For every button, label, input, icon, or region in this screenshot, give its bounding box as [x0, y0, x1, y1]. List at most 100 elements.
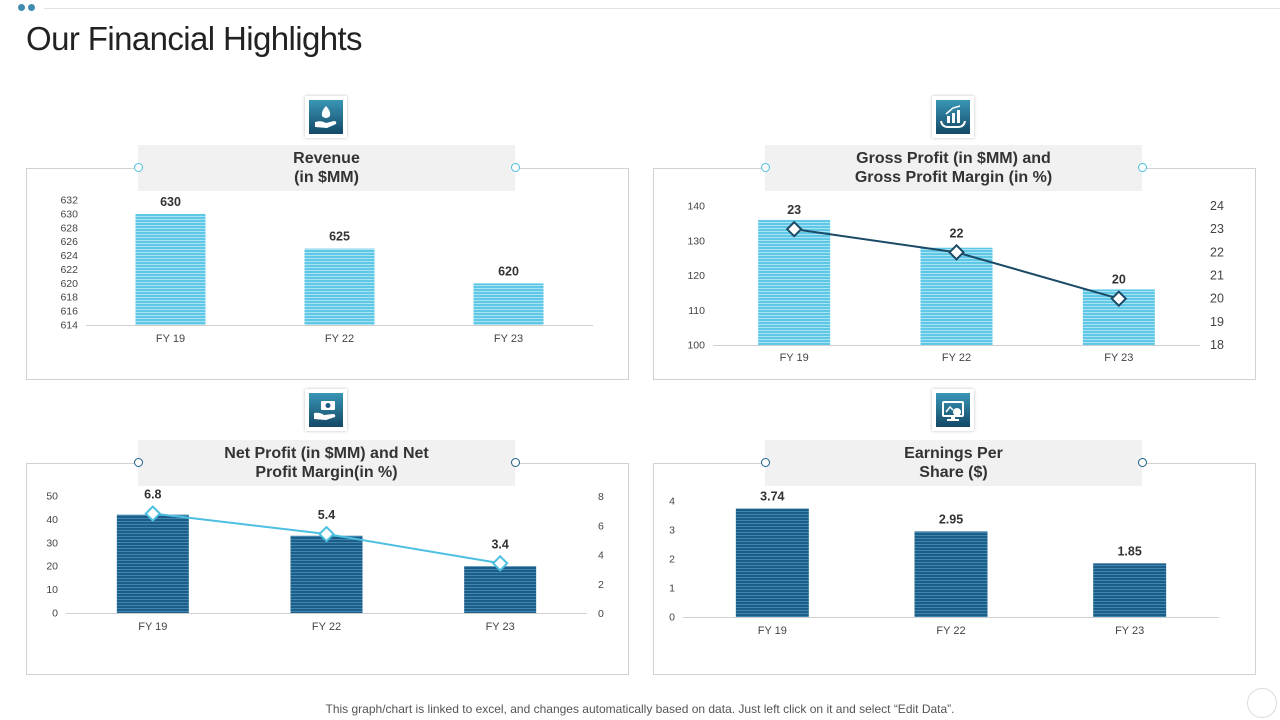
data-label: 3.4 — [491, 537, 508, 551]
y-tick-label: 620 — [60, 278, 78, 290]
gross-profit-icon-box — [932, 96, 974, 138]
gross-profit-header-left-knob — [761, 163, 770, 172]
margin-marker — [491, 554, 509, 572]
y2-tick-label: 2 — [598, 579, 604, 591]
y2-tick-label: 21 — [1210, 269, 1224, 283]
net-profit-header-left-knob — [134, 458, 143, 467]
y-tick-label: 0 — [669, 612, 675, 624]
data-label: 625 — [329, 230, 350, 244]
eps-icon-box — [932, 389, 974, 431]
gross-profit-chart: 100 110 120 130 140 FY 19 FY 22 FY 23 18 19 20 21 22… — [687, 199, 1224, 364]
net-profit-chart: 0 10 20 30 40 50 FY 19 FY 22 FY 23 0 2 4 6 8 6.8 5.4 3.4 — [46, 488, 604, 633]
y-tick-label: 3 — [669, 525, 675, 537]
y-tick-label: 626 — [60, 236, 78, 248]
y-tick-label: 10 — [46, 584, 58, 596]
margin-marker — [318, 525, 335, 543]
eps-header-line-1: Earnings Per — [904, 445, 1003, 462]
y-tick-label: 4 — [669, 496, 675, 508]
y-tick-label: 110 — [688, 305, 705, 317]
cash-hand-icon — [314, 401, 336, 420]
net-profit-header-line-2: Profit Margin(in %) — [255, 464, 398, 481]
y-tick-label: 622 — [60, 264, 78, 276]
y2-tick-label: 22 — [1210, 245, 1224, 259]
y-tick-label: 120 — [687, 270, 705, 282]
data-label: 23 — [787, 203, 801, 217]
y-tick-label: 624 — [60, 250, 78, 262]
gross-profit-header-right-knob — [1138, 163, 1147, 172]
bar-fy-19 — [135, 213, 206, 325]
bar-fy-22 — [304, 248, 375, 325]
y-tick-label: 0 — [52, 608, 58, 620]
data-label: 6.8 — [144, 488, 161, 502]
revenue-header-line-1: Revenue — [293, 150, 360, 167]
net-profit-icon-box — [305, 389, 347, 431]
y2-tick-label: 6 — [598, 520, 604, 532]
revenue-header-right-knob — [511, 163, 520, 172]
bar-fy-19 — [758, 219, 831, 345]
bar-fy-22 — [290, 535, 363, 613]
gross-profit-header-line-1: Gross Profit (in $MM) and — [856, 150, 1051, 167]
y-tick-label: 630 — [60, 208, 78, 220]
margin-marker — [785, 220, 803, 238]
corner-circle — [1247, 688, 1277, 718]
net-profit-header-right-knob — [511, 458, 520, 467]
y-tick-label: 130 — [687, 235, 705, 247]
revenue-icon-box — [305, 96, 347, 138]
gross-profit-header-line-2: Gross Profit Margin (in %) — [854, 169, 1053, 186]
y-tick-label: 628 — [60, 222, 78, 234]
y-tick-label: 618 — [60, 292, 78, 304]
x-tick-label: FY 23 — [486, 621, 515, 633]
bar-fy-23 — [1093, 563, 1167, 617]
data-label: 20 — [1112, 273, 1126, 287]
data-label: 3.74 — [760, 490, 784, 504]
y2-tick-label: 19 — [1210, 315, 1224, 329]
data-label: 2.95 — [939, 512, 963, 526]
bar-fy-22 — [914, 531, 988, 617]
footer-note: This graph/chart is linked to excel, and… — [325, 702, 955, 716]
margin-marker — [144, 505, 162, 522]
x-tick-label: FY 19 — [138, 621, 167, 633]
y-tick-label: 616 — [60, 306, 78, 318]
bar-fy-22 — [920, 247, 993, 345]
y-tick-label: 30 — [46, 537, 58, 549]
revenue-header-left-knob — [134, 163, 143, 172]
y-tick-label: 40 — [46, 514, 58, 526]
bar-fy-23 — [464, 566, 537, 613]
decor-dot-1 — [18, 4, 25, 11]
eps-header-right-knob — [1138, 458, 1147, 467]
eps-header-left-knob — [761, 458, 770, 467]
x-tick-label: FY 23 — [494, 333, 523, 345]
gross-profit-header: Gross Profit (in $MM) and Gross Profit M… — [765, 145, 1142, 191]
data-label: 22 — [950, 226, 964, 240]
data-label: 5.4 — [318, 508, 335, 522]
y-tick-label: 20 — [46, 561, 58, 573]
bar-fy-23 — [473, 283, 544, 325]
y2-tick-label: 4 — [598, 550, 604, 562]
y-tick-label: 614 — [60, 320, 78, 332]
bar-fy-19 — [116, 514, 189, 613]
x-tick-label: FY 19 — [758, 625, 787, 637]
net-profit-header: Net Profit (in $MM) and Net Profit Margi… — [138, 440, 515, 486]
decor-dot-2 — [28, 4, 35, 11]
money-hand-icon — [315, 106, 337, 128]
x-tick-label: FY 19 — [156, 333, 185, 345]
y-tick-label: 1 — [669, 583, 675, 595]
y2-tick-label: 8 — [598, 491, 604, 503]
y2-tick-label: 18 — [1210, 338, 1224, 352]
page-title: Our Financial Highlights — [26, 20, 363, 57]
y2-tick-label: 20 — [1210, 292, 1224, 306]
x-tick-label: FY 22 — [942, 352, 971, 364]
x-tick-label: FY 22 — [312, 621, 341, 633]
x-tick-label: FY 23 — [1104, 352, 1133, 364]
data-label: 620 — [498, 264, 519, 278]
x-tick-label: FY 22 — [325, 333, 354, 345]
revenue-header-line-2: (in $MM) — [294, 169, 359, 186]
x-tick-label: FY 22 — [936, 625, 965, 637]
y-tick-label: 2 — [669, 554, 675, 566]
y-tick-label: 632 — [60, 195, 78, 207]
y-tick-label: 50 — [46, 491, 58, 503]
eps-chart: 0 1 2 3 4 FY 19 FY 22 FY 23 3.74 2.95 1.85 — [669, 490, 1219, 637]
margin-marker — [948, 243, 965, 261]
y-tick-label: 100 — [687, 340, 705, 352]
